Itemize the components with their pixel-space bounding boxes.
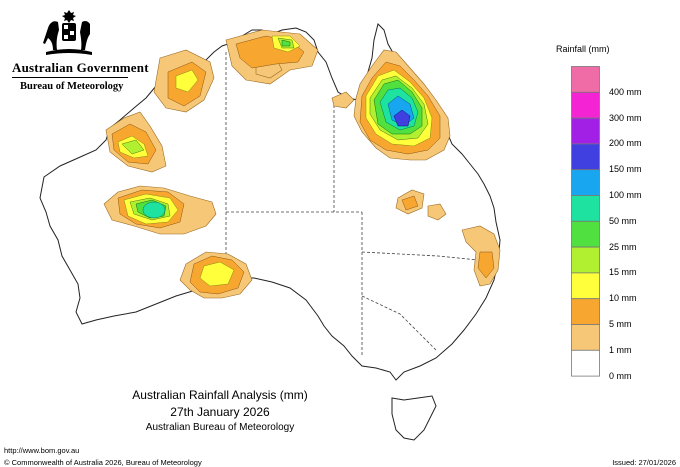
legend-label: 15 mm (609, 267, 637, 278)
legend-label: 1 mm (609, 344, 632, 355)
legend-label: 5 mm (609, 319, 632, 329)
legend-label: 100 mm (609, 190, 642, 200)
legend-swatch (571, 91, 600, 119)
legend-swatch (571, 324, 600, 351)
tasmania-outline (391, 395, 437, 441)
legend-swatch (571, 349, 600, 377)
legend-swatch (571, 117, 600, 145)
legend-title: Rainfall (mm) (556, 44, 610, 54)
legend-swatch (571, 195, 600, 222)
legend-swatch (571, 298, 600, 325)
legend-swatch (571, 246, 600, 274)
footer-url[interactable]: http://www.bom.gov.au (4, 446, 80, 455)
map-credit: Australian Bureau of Meteorology (145, 422, 295, 433)
legend-label: 0 mm (609, 370, 632, 381)
legend-label: 300 mm (609, 112, 642, 123)
legend-label: 50 mm (609, 215, 637, 226)
legend-label: 200 mm (609, 138, 642, 149)
legend-swatch (571, 169, 600, 196)
rainfall-150mm-areas (393, 109, 411, 127)
footer-issued-date: Issued: 27/01/2026 (612, 458, 676, 467)
legend-swatch (571, 66, 600, 93)
map-title: Australian Rainfall Analysis (mm) (132, 388, 308, 402)
agency-name: Bureau of Meteorology (20, 81, 124, 92)
legend-swatch (571, 143, 600, 171)
legend-label: 25 mm (609, 241, 637, 252)
legend-swatch (571, 220, 600, 248)
state-borders (225, 52, 479, 356)
legend-swatch (571, 272, 600, 300)
government-title: Australian Government (12, 60, 149, 75)
legend-label: 150 mm (609, 164, 642, 175)
legend-swatch-column (571, 66, 600, 377)
legend-label: 10 mm (609, 293, 637, 304)
coat-of-arms-icon (43, 10, 92, 55)
map-date: 27th January 2026 (170, 405, 270, 419)
title-divider (12, 77, 128, 78)
footer-copyright: © Commonwealth of Australia 2026, Bureau… (4, 458, 202, 467)
legend-label: 400 mm (609, 86, 642, 97)
